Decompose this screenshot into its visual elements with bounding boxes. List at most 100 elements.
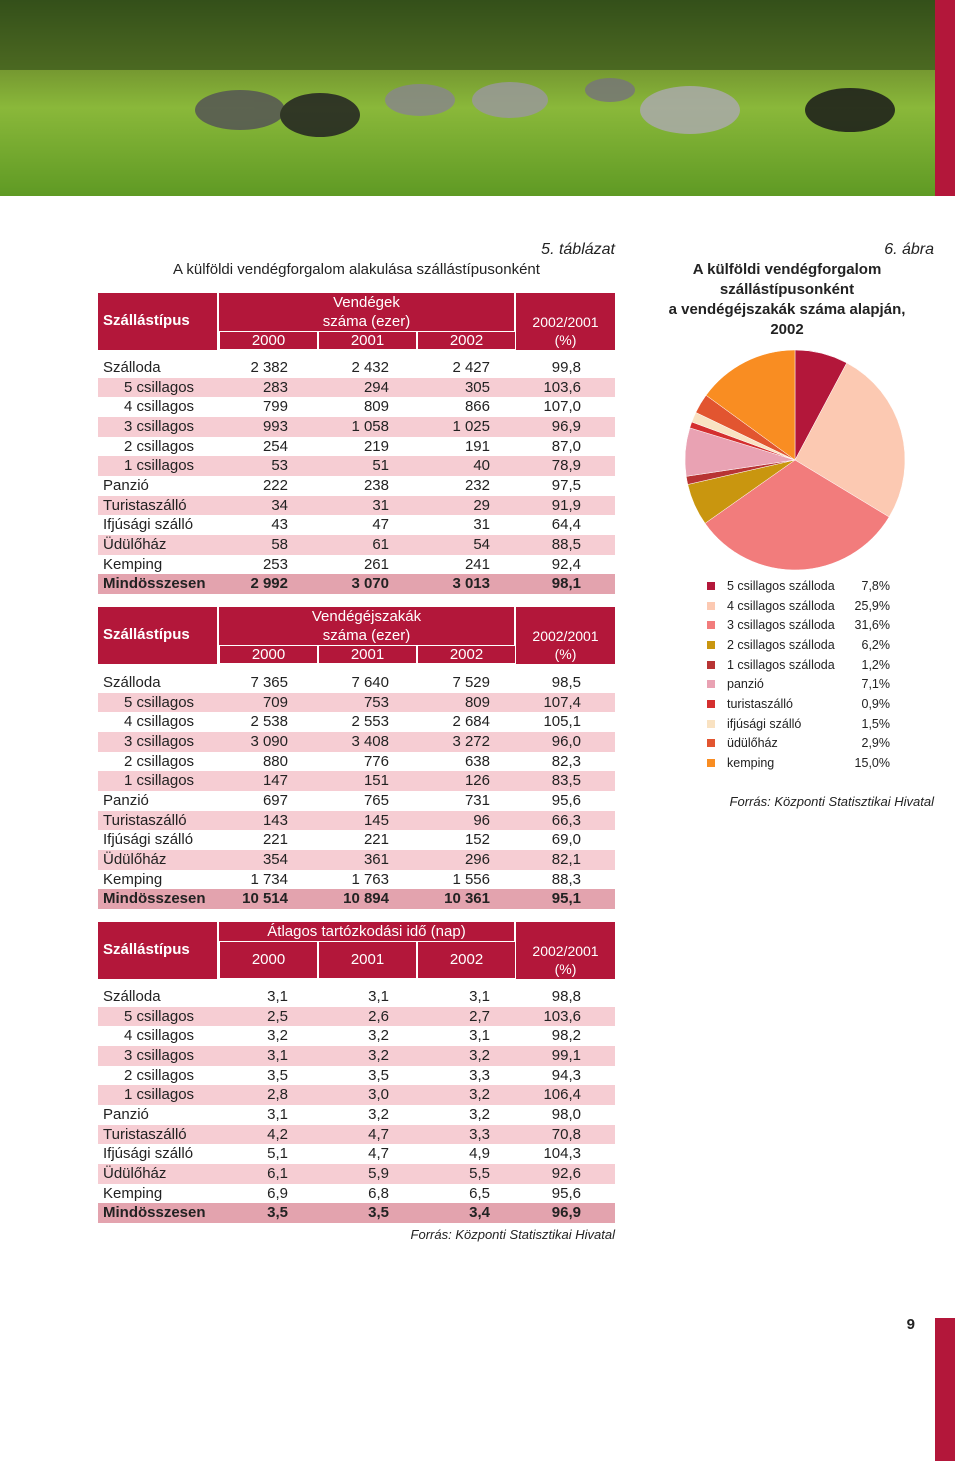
cell: 96,0	[551, 733, 581, 751]
row-label: Ifjúsági szálló	[103, 1145, 194, 1163]
cell: 2,5	[267, 1007, 288, 1025]
figure-title: a vendégéjszakák száma alapján,	[668, 301, 906, 318]
row-label: Turistaszálló	[103, 811, 187, 829]
ratio-header: (%)	[554, 961, 577, 977]
row-label: Turistaszálló	[103, 496, 187, 514]
year-header: 2001	[350, 951, 385, 968]
row-band	[98, 771, 615, 791]
cell: 87,0	[551, 437, 581, 455]
row-band	[98, 1203, 615, 1224]
cell: 296	[464, 851, 490, 869]
figure-title: A külföldi vendégforgalom	[692, 261, 882, 278]
cell: 5,9	[368, 1165, 389, 1183]
cell: 1 058	[351, 418, 389, 436]
cell: 10 514	[242, 890, 288, 908]
year-header: 2000	[251, 645, 286, 663]
row-label: Turistaszálló	[103, 1125, 187, 1143]
cell: 6,5	[469, 1184, 490, 1202]
cell: 638	[464, 752, 490, 770]
cell: 3 090	[250, 733, 288, 751]
cell: 29	[473, 496, 490, 514]
year-header: 2002	[449, 951, 484, 968]
row-header: Szállástípus	[103, 312, 190, 329]
cell: 104,3	[543, 1145, 581, 1163]
row-label: 2 csillagos	[124, 437, 195, 455]
cell: 83,5	[551, 772, 581, 790]
row-band	[98, 417, 615, 437]
group-header-cell	[219, 922, 514, 941]
cell: 866	[464, 398, 490, 416]
row-label: Panzió	[103, 477, 149, 495]
legend-value: 0,9%	[861, 697, 891, 712]
cell: 3,5	[267, 1204, 288, 1222]
cell: 753	[363, 693, 389, 711]
row-band	[98, 1085, 615, 1105]
row-band	[98, 535, 615, 555]
legend-value: 25,9%	[854, 598, 890, 613]
ratio-cell	[516, 922, 615, 979]
row-band	[98, 495, 615, 516]
cell: 103,6	[543, 378, 581, 396]
cell: 283	[262, 378, 288, 396]
legend-swatch	[707, 719, 715, 728]
cell: 3 013	[452, 575, 490, 593]
cell: 53	[271, 457, 288, 475]
legend-swatch	[707, 739, 715, 748]
cell: 54	[473, 536, 490, 554]
cell: 47	[372, 516, 389, 534]
cell: 69,0	[551, 831, 581, 849]
legend-swatch	[707, 660, 715, 669]
cell: 95,6	[551, 792, 581, 810]
figure-title: szállástípusonként	[719, 281, 855, 298]
cell: 221	[262, 831, 288, 849]
row-band	[98, 692, 615, 713]
legend-label: üdülőház	[727, 736, 778, 751]
cell: 2 538	[250, 713, 288, 731]
legend-label: turistaszálló	[727, 697, 793, 712]
row-band	[98, 377, 615, 398]
ratio-cell	[516, 607, 615, 664]
year-header: 2002	[449, 331, 484, 349]
row-label: 5 csillagos	[124, 1007, 195, 1025]
row-label: 2 csillagos	[124, 752, 195, 770]
cell: 880	[262, 752, 288, 770]
cell: 96,9	[551, 1204, 581, 1222]
group-header: száma (ezer)	[322, 313, 411, 330]
row-band	[98, 1124, 615, 1145]
row-label: 1 csillagos	[124, 457, 195, 475]
cell: 10 361	[444, 890, 490, 908]
cell: 3,1	[368, 988, 389, 1005]
cell: 97,5	[551, 477, 581, 495]
legend-value: 6,2%	[861, 638, 891, 653]
pie-chart	[684, 349, 906, 571]
year-header: 2000	[251, 951, 286, 968]
cell: 3,5	[267, 1066, 288, 1084]
row-label: 4 csillagos	[124, 398, 195, 416]
cell: 3 070	[351, 575, 389, 593]
cell: 3,5	[368, 1066, 389, 1084]
cell: 232	[464, 477, 490, 495]
cell: 361	[363, 851, 389, 869]
row-label: Panzió	[103, 1106, 149, 1124]
cell: 354	[262, 851, 288, 869]
cell: 238	[363, 477, 389, 495]
cell: 151	[363, 772, 389, 790]
row-band	[98, 732, 615, 752]
year-header: 2002	[449, 645, 484, 663]
row-label: Ifjúsági szálló	[103, 516, 194, 534]
cell: 92,4	[551, 555, 581, 573]
table-title: A külföldi vendégforgalom alakulása szál…	[173, 261, 540, 278]
cell: 3,1	[267, 1047, 288, 1065]
group-header-cell	[219, 293, 514, 331]
figure-number: 6. ábra	[884, 241, 934, 258]
row-label: Szálloda	[103, 359, 161, 376]
cell: 799	[262, 398, 288, 416]
row-band	[98, 574, 615, 595]
cell: 103,6	[543, 1007, 581, 1025]
cell: 4,7	[368, 1145, 389, 1163]
cell: 3,2	[469, 1047, 490, 1065]
row-label: Kemping	[103, 1184, 163, 1202]
cell: 2,7	[469, 1007, 490, 1025]
cell: 107,4	[543, 693, 581, 711]
row-label: 3 csillagos	[124, 1047, 195, 1065]
